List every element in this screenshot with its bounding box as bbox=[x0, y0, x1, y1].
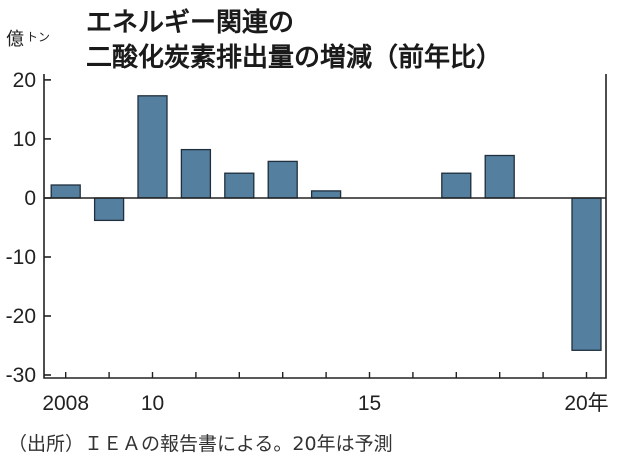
chart-title-line-2: 二酸化炭素排出量の増減（前年比） bbox=[86, 42, 502, 73]
bar-2012 bbox=[224, 172, 255, 199]
x-tick-labels: 2008 10 15 20年 bbox=[42, 372, 609, 415]
bar-2011 bbox=[180, 148, 212, 199]
bar-2008 bbox=[50, 184, 81, 199]
x-tick-label: 20年 bbox=[564, 392, 608, 415]
bars-group bbox=[50, 95, 602, 351]
y-tick-label: 20 bbox=[13, 69, 36, 92]
y-tick-label: 0 bbox=[24, 187, 36, 210]
bar-2009 bbox=[93, 197, 125, 222]
bar-2020 bbox=[571, 197, 602, 351]
bar-2013 bbox=[267, 160, 298, 199]
y-axis-unit-sub: トン bbox=[26, 30, 50, 44]
bar-2014 bbox=[310, 190, 342, 199]
bar-2010 bbox=[137, 95, 168, 199]
y-tick-label: 10 bbox=[13, 128, 36, 151]
y-tick-label: -20 bbox=[6, 305, 36, 328]
bar-2017 bbox=[441, 172, 472, 199]
chart-title-line-1: エネルギー関連の bbox=[86, 8, 294, 38]
x-tick-label: 15 bbox=[358, 392, 381, 415]
x-tick-label: 10 bbox=[141, 392, 164, 415]
y-tick-labels: 20 10 0 -10 -20 -30 bbox=[6, 69, 51, 387]
axis-frame bbox=[43, 74, 607, 379]
y-tick-label: -10 bbox=[6, 246, 36, 269]
y-axis-unit: 億 bbox=[6, 29, 24, 50]
y-tick-label: -30 bbox=[6, 364, 36, 387]
bar-2018 bbox=[484, 154, 515, 199]
x-tick-label: 2008 bbox=[42, 392, 89, 415]
source-note: （出所）ＩＥＡの報告書による。20年は予測 bbox=[8, 433, 393, 455]
